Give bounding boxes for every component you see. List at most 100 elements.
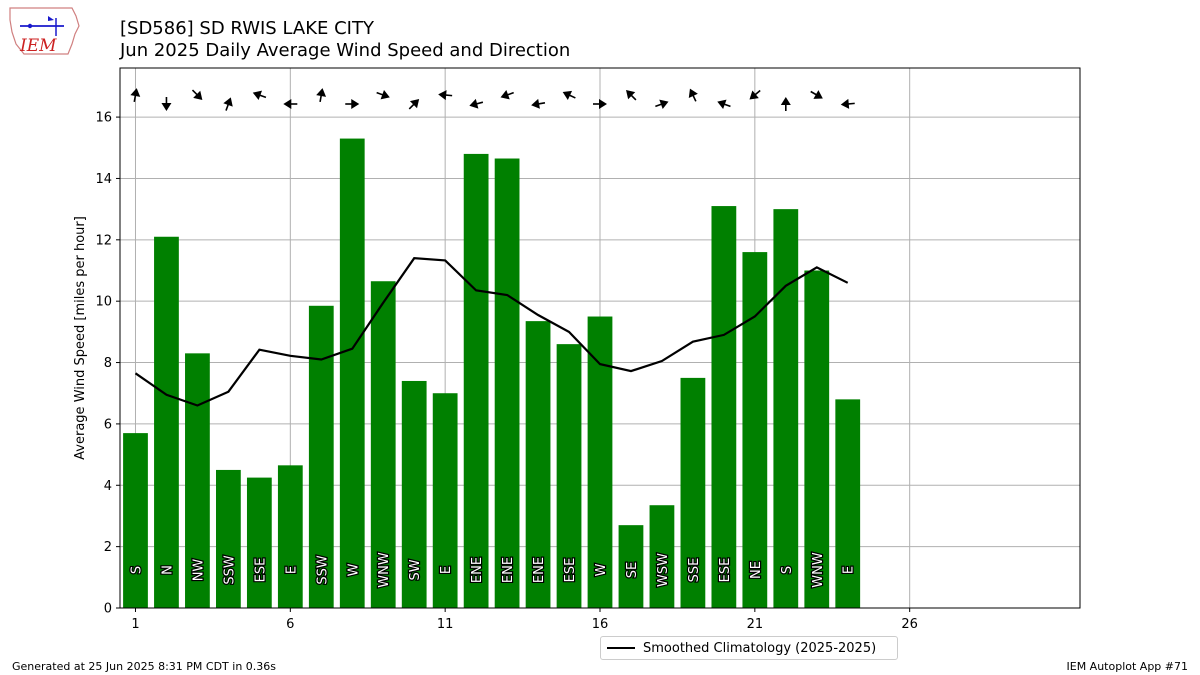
direction-label: ENE — [532, 557, 547, 583]
direction-arrow-head — [749, 90, 759, 100]
direction-label: NE — [749, 561, 764, 579]
direction-label: ESE — [253, 558, 268, 583]
speed-bar — [370, 281, 396, 608]
iem-logo: IEM — [9, 7, 80, 56]
direction-label: S — [129, 566, 144, 574]
direction-arrow-head — [717, 99, 727, 110]
chart-subtitle: Jun 2025 Daily Average Wind Speed and Di… — [120, 40, 571, 61]
direction-arrow-head — [562, 90, 573, 100]
direction-arrow-head — [813, 90, 823, 99]
speed-bars — [123, 138, 861, 609]
direction-label: E — [439, 566, 454, 574]
direction-arrow-head — [252, 90, 263, 101]
legend-line-swatch — [607, 647, 635, 649]
iowa-state-outline — [9, 7, 80, 55]
speed-bar — [123, 433, 148, 608]
direction-label: WNW — [377, 552, 392, 588]
generated-timestamp: Generated at 25 Jun 2025 8:31 PM CDT in … — [12, 660, 277, 673]
direction-label: SW — [408, 559, 423, 580]
direction-label: S — [780, 566, 795, 574]
speed-bar — [401, 380, 427, 608]
direction-label: E — [284, 566, 299, 574]
direction-arrow-head — [599, 99, 607, 109]
legend: Smoothed Climatology (2025-2025) — [600, 636, 898, 660]
direction-arrow-head — [283, 99, 292, 109]
legend-label: Smoothed Climatology (2025-2025) — [643, 640, 877, 656]
speed-bar — [711, 206, 737, 608]
direction-label: SSW — [315, 555, 330, 585]
speed-bar — [277, 465, 303, 608]
direction-arrow-head — [659, 99, 669, 110]
x-axis-ticks: 1 6 11 16 21 26 — [131, 608, 918, 632]
speed-bar — [432, 393, 458, 608]
direction-arrow-head — [500, 89, 510, 100]
x-tick-label: 26 — [901, 617, 918, 632]
direction-label: ESE — [718, 558, 733, 583]
y-tick-label: 0 — [104, 602, 112, 617]
direction-label: E — [842, 566, 857, 574]
chart-title: [SD586] SD RWIS LAKE CITY — [120, 18, 374, 39]
speed-bar — [525, 321, 551, 608]
direction-arrow-head — [351, 99, 360, 109]
speed-bar — [773, 209, 799, 609]
speed-bar — [742, 252, 768, 608]
speed-bar — [494, 158, 520, 609]
y-axis-label: Average Wind Speed [miles per hour] — [73, 216, 88, 460]
direction-arrow-head — [840, 98, 850, 109]
direction-arrow-head — [469, 98, 479, 109]
direction-label: N — [160, 565, 175, 575]
direction-arrow-head — [531, 98, 540, 109]
direction-arrow-head — [161, 103, 172, 111]
direction-arrow-head — [130, 88, 141, 97]
speed-bar — [680, 377, 706, 608]
app-credit: IEM Autoplot App #71 — [1066, 660, 1189, 673]
speed-bar — [216, 469, 241, 608]
x-tick-label: 21 — [747, 617, 764, 632]
y-tick-label: 14 — [95, 172, 112, 187]
speed-bar — [835, 399, 861, 608]
speed-bar — [463, 153, 489, 608]
direction-label: WSW — [656, 553, 671, 587]
climatology-line — [134, 257, 849, 407]
direction-arrow-head — [688, 88, 698, 99]
speed-bar — [804, 270, 830, 608]
direction-arrow-head — [316, 88, 327, 97]
direction-label: SSE — [687, 558, 702, 583]
direction-label: ENE — [470, 557, 485, 583]
direction-arrow-head — [193, 90, 203, 100]
direction-arrows — [130, 88, 855, 111]
speed-bar — [649, 505, 675, 608]
y-tick-label: 8 — [104, 356, 112, 371]
direction-arrow-head — [780, 97, 791, 105]
direction-label: ESE — [563, 558, 578, 583]
y-tick-label: 2 — [104, 540, 112, 555]
direction-arrow-head — [409, 99, 420, 109]
x-tick-label: 16 — [592, 617, 609, 632]
direction-arrow-head — [223, 97, 233, 107]
direction-label: SE — [625, 562, 640, 578]
direction-arrow-head — [438, 90, 447, 101]
direction-label: W — [346, 563, 361, 576]
x-tick-label: 6 — [286, 617, 294, 632]
direction-label: W — [594, 563, 609, 576]
speed-bar — [556, 344, 582, 608]
speed-bar — [339, 138, 365, 608]
y-tick-label: 4 — [104, 479, 112, 494]
logo-text: IEM — [19, 36, 57, 56]
direction-arrow-head — [626, 90, 636, 100]
y-axis-ticks: 0 2 4 6 8 10 12 14 16 — [95, 111, 120, 617]
direction-label: ENE — [501, 557, 516, 583]
direction-label: SSW — [222, 555, 237, 585]
speed-bar — [246, 477, 272, 608]
y-tick-label: 12 — [95, 233, 112, 248]
speed-bar — [185, 353, 210, 608]
y-tick-label: 6 — [104, 417, 112, 432]
x-tick-label: 11 — [437, 617, 454, 632]
y-tick-label: 10 — [95, 295, 112, 310]
direction-label: NW — [191, 559, 206, 582]
y-tick-label: 16 — [95, 111, 112, 126]
direction-labels: S N NW SSW ESE E SSW W WNW SW E ENE ENE ENE ESE W SE WSW S… — [128, 551, 858, 589]
speed-bar — [154, 236, 179, 608]
direction-label: WNW — [811, 552, 826, 588]
